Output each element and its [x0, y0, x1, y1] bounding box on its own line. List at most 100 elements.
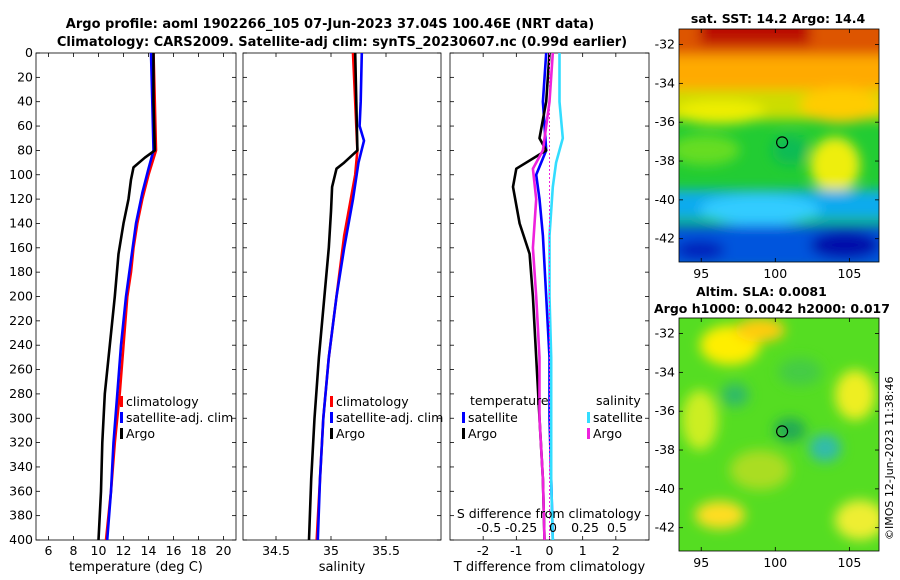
temperature-xtick-label: 8 [70, 543, 78, 558]
difference-xtick-label: 1 [579, 543, 587, 558]
temperature-xtick-label: 20 [216, 543, 232, 558]
depth-tick-label: 200 [9, 289, 33, 304]
depth-tick-label: 80 [17, 142, 33, 157]
legend-satellite-adj-label: satellite-adj. clim [126, 410, 233, 425]
temperature-xtick-label: 16 [166, 543, 182, 558]
sst-blob [679, 100, 765, 124]
sla-blob [774, 418, 806, 442]
sst-map-lon-label: 105 [837, 266, 861, 281]
sst-map-lon-label: 95 [693, 266, 709, 281]
sla-map-lat-label: -34 [655, 364, 675, 379]
legend-s-argo-label: Argo [593, 426, 622, 441]
series-line-s-satellite [548, 53, 565, 540]
temperature-xtick-label: 18 [191, 543, 207, 558]
temperature-panel: 0 20 40 60 80 100 120 140 160 180 200 220 240 260 280 3… [9, 45, 237, 575]
title-line-1: Argo profile: aoml 1902266_105 07-Jun-20… [66, 17, 594, 32]
depth-tick-label: 380 [9, 508, 33, 523]
sla-map-lon-label: 100 [763, 555, 787, 570]
salinity-panel: 34.5 35 35.5 salinity climatologysatellite-a… [242, 52, 443, 575]
salinity-xlabel: salinity [319, 560, 366, 575]
s-diff-tick-label: -0.25 [505, 520, 537, 535]
series-line-s-argo [531, 53, 555, 540]
sst-blob [679, 135, 740, 165]
difference-panel: -2 -1 0 1 2 T difference from climatology -0.5… [449, 52, 650, 575]
sla-map-lat-label: -32 [655, 326, 675, 341]
sla-map-panel: -32 -34 -36 -38 -40 -42 95 100 105 [655, 317, 880, 570]
depth-tick-label: 340 [9, 459, 33, 474]
depth-tick-label: 20 [17, 69, 33, 84]
s-diff-tick-label: 0 [549, 520, 557, 535]
depth-tick-label: 40 [17, 94, 33, 109]
sst-map-lon-label: 100 [763, 266, 787, 281]
legend-argo-label: Argo [336, 426, 365, 441]
sst-blob [700, 29, 810, 45]
sla-blob [778, 358, 822, 386]
legend-t-satellite-label: satellite [468, 410, 518, 425]
legend-argo-label: Argo [126, 426, 155, 441]
sst-blob [810, 137, 860, 193]
sst-map-argo-location-marker [776, 136, 789, 149]
depth-tick-label: 0 [25, 45, 33, 60]
sst-blob [700, 194, 820, 226]
legend-salinity-title: salinity [596, 393, 641, 408]
temperature-series-group [97, 53, 158, 540]
s-diff-tick-label: 0.25 [571, 520, 599, 535]
legend-t-argo-swatch [462, 428, 465, 439]
depth-tick-label: 300 [9, 410, 33, 425]
legend-argo-swatch [120, 428, 123, 439]
series-line-argo [307, 53, 359, 540]
sla-title-2: Argo h1000: 0.0042 h2000: 0.017 [654, 301, 890, 316]
salinity-xtick-label: 35.5 [372, 543, 400, 558]
difference-xtick-label: 2 [612, 543, 620, 558]
legend-t-argo-label: Argo [468, 426, 497, 441]
sla-map-lon-label: 105 [837, 555, 861, 570]
sst-title: sat. SST: 14.2 Argo: 14.4 [691, 11, 866, 26]
salinity-axes-box [242, 52, 442, 541]
sst-blob [679, 240, 725, 260]
sla-blob [835, 370, 875, 420]
sst-blobs [679, 29, 879, 262]
difference-series-group [511, 53, 565, 540]
temperature-xtick-label: 6 [45, 543, 53, 558]
salinity-series-group [307, 53, 366, 540]
sst-blob [772, 135, 808, 165]
sst-blob [800, 87, 879, 123]
sla-map-frame [678, 317, 880, 552]
legend-s-satellite-label: satellite [593, 410, 643, 425]
sla-blob [730, 450, 790, 490]
sst-map-lat-label: -36 [655, 114, 675, 129]
sst-map-lat-label: -38 [655, 153, 675, 168]
depth-tick-label: 320 [9, 435, 33, 450]
legend-climatology-swatch [330, 396, 333, 407]
legend-argo-swatch [330, 428, 333, 439]
sla-field [679, 318, 879, 551]
sla-map-lat-label: -38 [655, 442, 675, 457]
difference-xlabel: T difference from climatology [453, 560, 646, 575]
depth-tick-label: 100 [9, 167, 33, 182]
salinity-xtick-label: 34.5 [262, 543, 290, 558]
sla-blob [809, 434, 841, 462]
sla-map-lat-label: -42 [655, 520, 675, 535]
salinity-xtick-label: 35 [323, 543, 339, 558]
legend-s-argo-swatch [587, 428, 590, 439]
sst-map-lat-label: -34 [655, 75, 675, 90]
depth-tick-label: 140 [9, 215, 33, 230]
depth-tick-label: 160 [9, 240, 33, 255]
depth-tick-label: 280 [9, 386, 33, 401]
sla-map-lat-label: -40 [655, 481, 675, 496]
depth-tick-label: 220 [9, 313, 33, 328]
difference-xtick-label: 0 [546, 543, 554, 558]
legend-climatology-label: climatology [126, 394, 199, 409]
legend-satellite-adj-swatch [120, 412, 123, 423]
depth-tick-label: 60 [17, 118, 33, 133]
legend-temperature-title: temperature [470, 393, 549, 408]
sla-map-lat-label: -36 [655, 403, 675, 418]
legend-climatology-label: climatology [336, 394, 409, 409]
depth-tick-label: 260 [9, 362, 33, 377]
s-diff-tick-label: 0.5 [607, 520, 627, 535]
temperature-xtick-label: 12 [116, 543, 132, 558]
temperature-xlabel: temperature (deg C) [69, 560, 203, 575]
sla-map-lon-label: 95 [693, 555, 709, 570]
sla-blobs [682, 318, 879, 540]
